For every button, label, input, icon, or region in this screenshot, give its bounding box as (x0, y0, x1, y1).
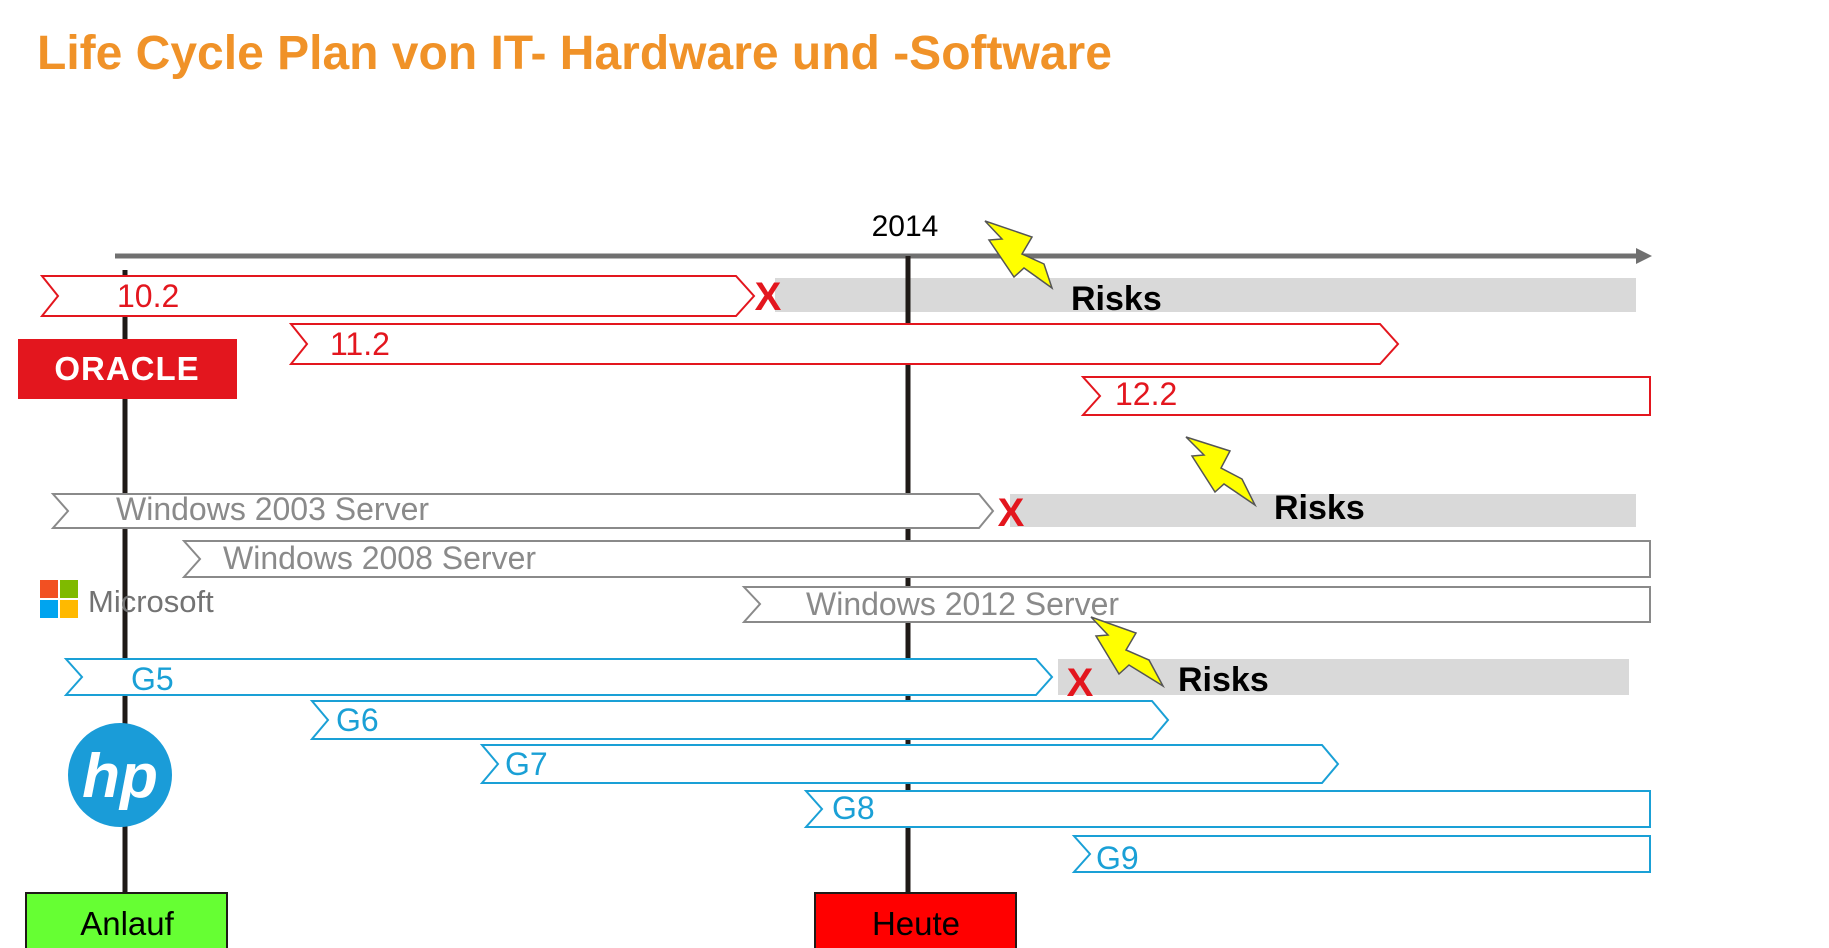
hp-bar-g9 (1071, 835, 1651, 873)
ms-logo-green-square (60, 580, 78, 598)
ms-bar-2008 (181, 540, 1651, 578)
hp-version-g9: G9 (1096, 840, 1139, 876)
ms-version-2008: Windows 2008 Server (223, 540, 536, 576)
oracle-logo (18, 339, 237, 399)
hp-bar-g6 (309, 700, 1170, 740)
hp-bar-g5 (63, 658, 1054, 696)
ms-version-2012: Windows 2012 Server (806, 586, 1119, 622)
anlauf-marker (25, 892, 228, 948)
hp-version-g7: G7 (505, 746, 548, 782)
hp-logo: hp (68, 723, 172, 827)
ms-version-2003: Windows 2003 Server (116, 491, 429, 527)
lightning-icon (984, 220, 1054, 290)
lightning-icon (1185, 436, 1257, 508)
microsoft-risk-band (1010, 494, 1636, 527)
ms-logo-yellow-square (60, 600, 78, 618)
oracle-version-10-2: 10.2 (117, 278, 179, 314)
oracle-version-12-2: 12.2 (1115, 376, 1177, 412)
page-title: Life Cycle Plan von IT- Hardware und -So… (37, 27, 1112, 80)
oracle-end-mark: X (755, 275, 782, 319)
microsoft-logo: Microsoft (40, 580, 214, 619)
timeline-arrowhead (1636, 248, 1652, 264)
ms-logo-text: Microsoft (88, 584, 214, 619)
hp-bar-g7 (479, 744, 1340, 784)
hp-version-g8: G8 (832, 790, 875, 826)
ms-end-mark: X (998, 491, 1025, 535)
year-label: 2014 (872, 210, 939, 243)
oracle-risk-band (775, 278, 1636, 312)
hp-end-mark: X (1067, 661, 1094, 705)
oracle-version-11-2: 11.2 (330, 326, 390, 362)
hp-bar-g8 (803, 790, 1651, 828)
hp-risks-label: Risks (1178, 661, 1269, 699)
hp-version-g5: G5 (131, 661, 174, 697)
ms-bar-2003 (50, 493, 995, 529)
lightning-icon (1090, 616, 1165, 689)
oracle-bar-12-2 (1080, 376, 1651, 416)
oracle-logo-text: ORACLE (54, 350, 199, 387)
anlauf-label: Anlauf (80, 905, 174, 942)
ms-bar-2012 (741, 586, 1651, 623)
hp-logo-circle (68, 723, 172, 827)
hp-logo-text: hp (82, 742, 158, 811)
heute-marker (814, 892, 1017, 948)
oracle-bar-10-2 (39, 275, 756, 317)
ms-logo-red-square (40, 580, 58, 598)
hp-version-g6: G6 (336, 702, 379, 738)
oracle-bar-11-2 (288, 323, 1400, 365)
heute-label: Heute (872, 905, 960, 942)
ms-risks-label: Risks (1274, 489, 1365, 527)
ms-logo-blue-square (40, 600, 58, 618)
oracle-risks-label: Risks (1071, 280, 1162, 318)
